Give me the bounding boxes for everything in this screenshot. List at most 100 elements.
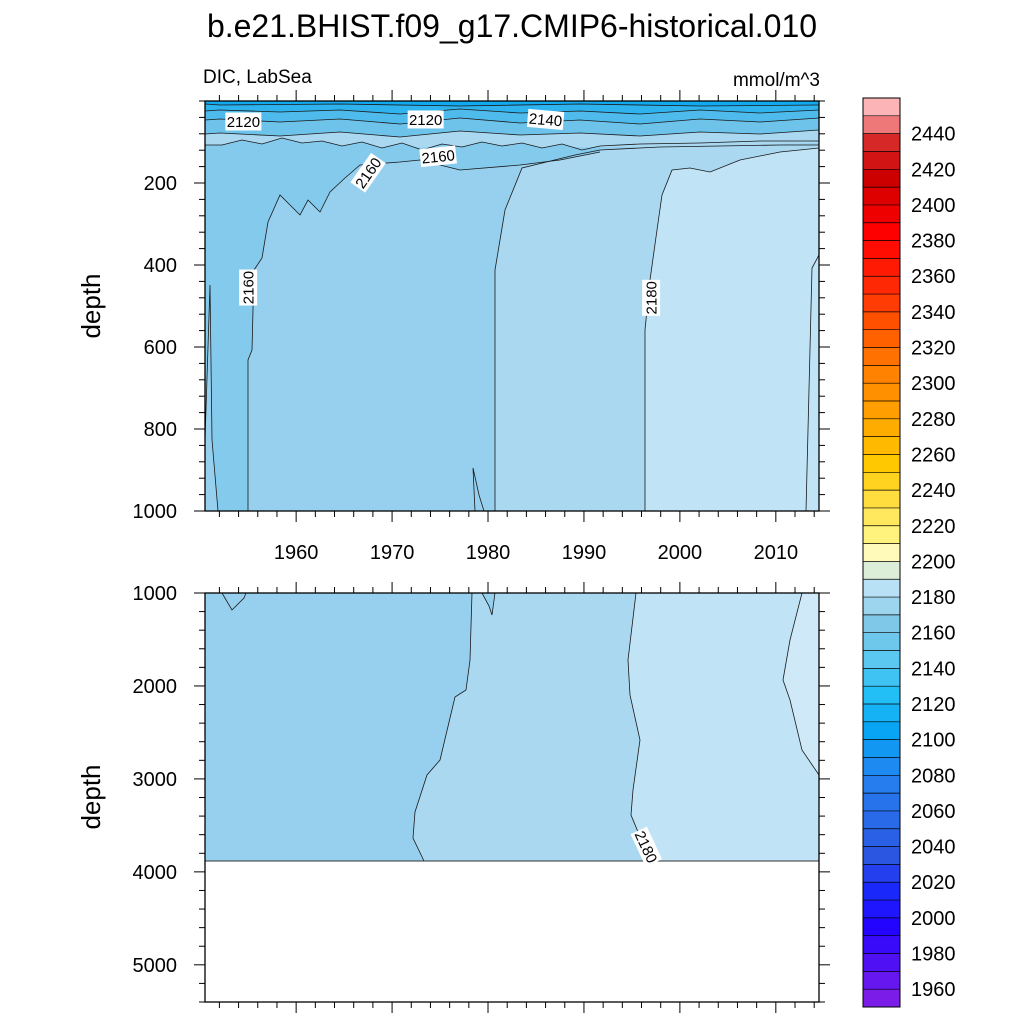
colorbar-tick-label: 2420: [911, 159, 956, 181]
colorbar-tick-label: 2000: [911, 908, 956, 930]
colorbar-swatch: [863, 917, 900, 937]
colorbar-swatch: [863, 971, 900, 990]
lower-contour-fills: [205, 593, 819, 1002]
contour-label-bg: [630, 826, 663, 867]
fill-2160-2170: [205, 143, 819, 511]
colorbar-swatch: [863, 882, 900, 901]
colorbar-tick-label: 2180: [911, 587, 956, 609]
colorbar-swatch: [863, 704, 900, 723]
colorbar-swatch: [863, 846, 900, 865]
colorbar-frame: [862, 97, 901, 1008]
y-tick-label: 800: [144, 419, 177, 441]
units-subtitle: mmol/m^3: [733, 70, 820, 91]
colorbar: 1960 1980 2000 2020 2040 2060 2080 2100 2120 2140…: [862, 97, 956, 1008]
colorbar-swatch: [863, 187, 900, 206]
figure-title: b.e21.BHIST.f09_g17.CMIP6-historical.010: [207, 8, 817, 44]
x-tick-label: 2000: [658, 542, 703, 564]
colorbar-swatch: [863, 525, 900, 544]
colorbar-swatch: [863, 810, 900, 830]
contour-label-bg: [407, 110, 444, 129]
colorbar-tick-label: 2340: [911, 302, 956, 324]
contour-label-bg: [526, 108, 565, 130]
contour-label-text: 2120: [227, 114, 260, 131]
colorbar-swatch: [863, 115, 900, 135]
contour-label-text: 2120: [409, 112, 442, 129]
contour-label: 2160: [419, 145, 457, 168]
x-tick-label: 1960: [274, 542, 319, 564]
contour-label-bg: [239, 269, 258, 306]
colorbar-swatch: [863, 739, 900, 758]
colorbar-swatch: [863, 793, 900, 812]
y-tick-label: 1000: [133, 583, 178, 605]
left-subtitle: DIC, LabSea: [203, 67, 312, 88]
contour-label-bg: [225, 112, 262, 131]
colorbar-tick-label: 2200: [911, 551, 956, 573]
colorbar-tick-label: 2360: [911, 266, 956, 288]
colorbar-tick-label: 2020: [911, 872, 956, 894]
x-tick-label: 2010: [754, 542, 799, 564]
y-tick-label: 200: [144, 173, 177, 195]
contour-label: 2180: [642, 279, 661, 316]
colorbar-swatch: [863, 294, 900, 313]
y-tick-label: 1000: [133, 501, 178, 523]
colorbar-tick-label: 2380: [911, 231, 956, 253]
colorbar-tick-label: 2040: [911, 837, 956, 859]
y-tick-label: 5000: [133, 955, 178, 977]
fill-2190-2200-right: [806, 255, 819, 511]
colorbar-tick-label: 2160: [911, 623, 956, 645]
colorbar-swatch: [863, 632, 900, 651]
contour-label: 2160: [239, 269, 258, 306]
fill-2150-2160: [205, 138, 600, 511]
colorbar-swatch: [863, 329, 900, 348]
colorbar-tick-label: 2280: [911, 409, 956, 431]
colorbar-swatch: [863, 454, 900, 473]
fill-2160-2170-lower: [205, 593, 472, 861]
y-tick-label: 2000: [133, 676, 178, 698]
colorbar-swatch: [863, 953, 900, 972]
contour-label-bg: [419, 145, 457, 168]
colorbar-tick-label: 1960: [911, 979, 956, 1001]
colorbar-swatch: [863, 401, 900, 420]
x-tick-label: 1990: [562, 542, 607, 564]
colorbar-tick-label: 1980: [911, 944, 956, 966]
colorbar-swatch: [863, 365, 900, 384]
contour-label: 2140: [526, 108, 565, 130]
colorbar-swatch: [863, 543, 900, 562]
contour-label: 2120: [225, 112, 262, 131]
upper-contour-fills: [205, 101, 819, 511]
colorbar-swatch: [863, 472, 900, 491]
colorbar-tick-label: 2440: [911, 124, 956, 146]
colorbar-swatch: [863, 579, 900, 598]
lower-y-axis: 1000 2000 3000 4000 5000: [133, 583, 830, 1003]
colorbar-swatch: [863, 98, 900, 117]
x-tick-label: 1970: [370, 542, 415, 564]
colorbar-swatch: [863, 614, 900, 634]
lower-contour-lines: [221, 593, 819, 862]
colorbar-tick-label: 2300: [911, 373, 956, 395]
y-tick-label: 3000: [133, 769, 178, 791]
colorbar-swatch: [863, 204, 900, 224]
colorbar-tick-label: 2260: [911, 444, 956, 466]
colorbar-tick-label: 2080: [911, 765, 956, 787]
colorbar-swatch: [863, 133, 900, 152]
colorbar-tick-label: 2240: [911, 480, 956, 502]
colorbar-swatch: [863, 347, 900, 366]
contour-label-text: 2180: [644, 281, 661, 314]
contour-label-bg: [350, 152, 386, 193]
lower-y-axis-label: depth: [76, 764, 106, 829]
colorbar-swatch: [863, 418, 900, 438]
colorbar-swatch: [863, 757, 900, 776]
x-tick-label: 1980: [466, 542, 511, 564]
colorbar-swatch: [863, 258, 900, 277]
y-tick-label: 600: [144, 337, 177, 359]
colorbar-tick-label: 2400: [911, 195, 956, 217]
colorbar-swatch: [863, 864, 900, 883]
lower-x-axis: [218, 582, 815, 1013]
fill-2180-2190-lower: [628, 593, 819, 861]
fill-2190-2200-lower: [783, 593, 819, 775]
fill-2170-2180-right: [495, 145, 819, 511]
fill-2110-2120: [205, 101, 819, 106]
colorbar-tick-label: 2220: [911, 516, 956, 538]
colorbar-swatch: [863, 151, 900, 170]
